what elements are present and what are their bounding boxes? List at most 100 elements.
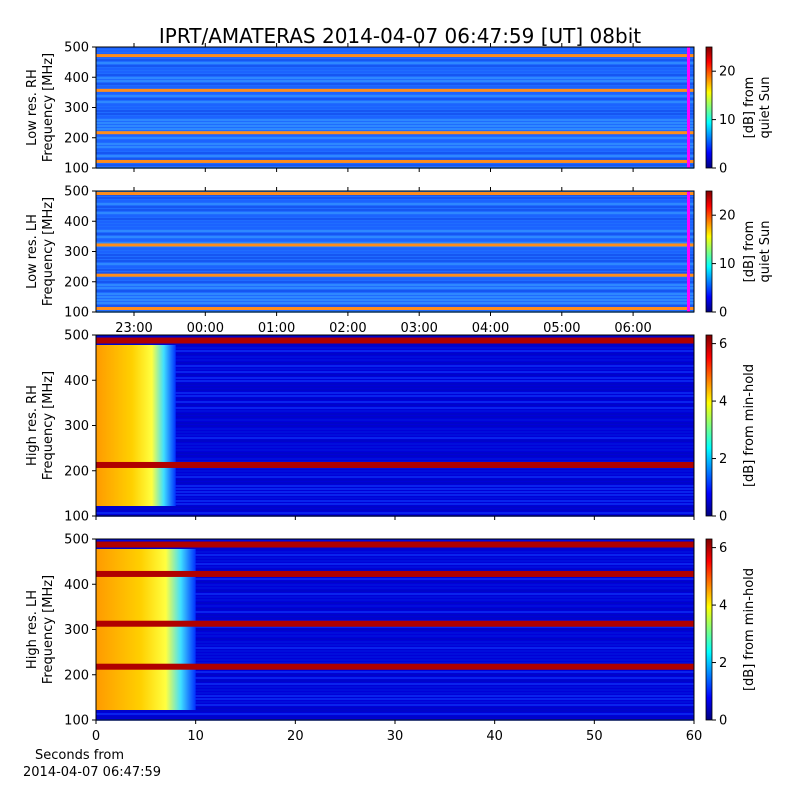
heatmap-texture-row	[96, 674, 694, 676]
heatmap-texture-row	[96, 467, 694, 469]
heatmap-texture-row	[96, 653, 694, 655]
heatmap-texture-row	[96, 491, 694, 493]
heatmap-texture-row	[96, 125, 694, 127]
heatmap-texture-row	[96, 563, 694, 565]
heatmap-texture-row	[96, 503, 694, 505]
heatmap-texture-row	[96, 290, 694, 292]
y-tick-label: 100	[64, 714, 89, 729]
y-tick-label: 200	[64, 464, 89, 479]
heatmap-texture-row	[96, 116, 694, 118]
y-tick-label: 300	[64, 101, 89, 116]
heatmap-texture-row	[96, 548, 694, 550]
heatmap-texture-row	[96, 512, 694, 514]
heatmap-texture-row	[96, 251, 694, 253]
heatmap-texture-row	[96, 431, 694, 433]
y-tick-label: 100	[64, 162, 89, 177]
colorbar	[705, 538, 713, 721]
heatmap-texture-row	[96, 647, 694, 649]
heatmap-texture-row	[96, 164, 694, 166]
heatmap-texture-row	[96, 242, 694, 244]
heatmap-texture-row	[96, 119, 694, 121]
heatmap-texture-row	[96, 353, 694, 355]
colorbar	[705, 46, 713, 169]
colorbar-label: quiet Sun	[758, 220, 773, 282]
heatmap-texture-row	[96, 473, 694, 475]
heatmap-texture-row	[96, 443, 694, 445]
heatmap-texture-row	[96, 377, 694, 379]
emission-band	[96, 131, 694, 135]
panel-high-rh: 100 200 300 400 500 High res. RH Frequency [MH…	[25, 329, 757, 525]
heatmap-texture-row	[96, 254, 694, 256]
heatmap-texture-row	[96, 578, 694, 580]
heatmap-texture-row	[96, 482, 694, 484]
heatmap-texture-row	[96, 614, 694, 616]
heatmap-texture-row	[96, 68, 694, 70]
heatmap-texture-row	[96, 557, 694, 559]
heatmap-texture-row	[96, 434, 694, 436]
heatmap-texture-row	[96, 608, 694, 610]
heatmap-texture-row	[96, 479, 694, 481]
heatmap-texture-row	[96, 413, 694, 415]
colorbar-tick-label: 10	[719, 257, 736, 272]
heatmap-texture-row	[96, 293, 694, 295]
heatmap-texture-row	[96, 359, 694, 361]
heatmap-texture-row	[96, 437, 694, 439]
heatmap-texture-row	[96, 47, 694, 49]
heatmap-texture-row	[96, 371, 694, 373]
heatmap-texture-row	[96, 50, 694, 52]
x-axis-label: Seconds from	[35, 748, 124, 763]
heatmap-texture-row	[96, 416, 694, 418]
heatmap-texture-row	[96, 299, 694, 301]
heatmap-texture-row	[96, 635, 694, 637]
heatmap-texture-row	[96, 83, 694, 85]
x-tick-label: 02:00	[329, 321, 366, 336]
chart-title: IPRT/AMATERAS 2014-04-07 06:47:59 [UT] 0…	[159, 24, 641, 48]
emission-band	[96, 541, 694, 548]
heatmap-texture-row	[96, 593, 694, 595]
heatmap-texture-row	[96, 272, 694, 274]
heatmap-texture-row	[96, 287, 694, 289]
colorbar-tick-label: 10	[719, 113, 736, 128]
colorbar	[705, 190, 713, 313]
heatmap-texture-row	[96, 689, 694, 691]
emission-band	[96, 306, 694, 310]
x-tick-label: 04:00	[472, 321, 509, 336]
heatmap-texture-row	[96, 53, 694, 55]
colorbar-tick-label: 6	[719, 541, 727, 556]
colorbar	[705, 334, 713, 517]
heatmap-texture-row	[96, 128, 694, 130]
x-tick-label: 23:00	[115, 321, 152, 336]
y-axis-label: Frequency [MHz]	[41, 371, 56, 480]
heatmap-texture-row	[96, 695, 694, 697]
heatmap-texture-row	[96, 74, 694, 76]
heatmap-texture-row	[96, 380, 694, 382]
heatmap-texture-row	[96, 497, 694, 499]
heatmap-texture-row	[96, 569, 694, 571]
heatmap-texture-row	[96, 410, 694, 412]
emission-band	[96, 159, 694, 163]
heatmap-texture-row	[96, 662, 694, 664]
heatmap-texture-row	[96, 590, 694, 592]
heatmap-texture-row	[96, 551, 694, 553]
heatmap-texture-row	[96, 599, 694, 601]
heatmap-texture-row	[96, 92, 694, 94]
heatmap-texture-row	[96, 191, 694, 193]
colorbar-tick-label: 20	[719, 65, 736, 80]
heatmap-texture-row	[96, 509, 694, 511]
y-axis-label: Frequency [MHz]	[41, 575, 56, 684]
current-time-marker	[687, 47, 690, 168]
heatmap-texture-row	[96, 296, 694, 298]
heatmap-texture-row	[96, 350, 694, 352]
heatmap-texture-row	[96, 596, 694, 598]
heatmap-texture-row	[96, 698, 694, 700]
heatmap-texture-row	[96, 587, 694, 589]
heatmap-texture-row	[96, 95, 694, 97]
heatmap-texture-row	[96, 236, 694, 238]
heatmap-texture-row	[96, 677, 694, 679]
heatmap-texture-row	[96, 140, 694, 142]
heatmap-texture-row	[96, 506, 694, 508]
heatmap-texture-row	[96, 80, 694, 82]
heatmap-texture-row	[96, 455, 694, 457]
